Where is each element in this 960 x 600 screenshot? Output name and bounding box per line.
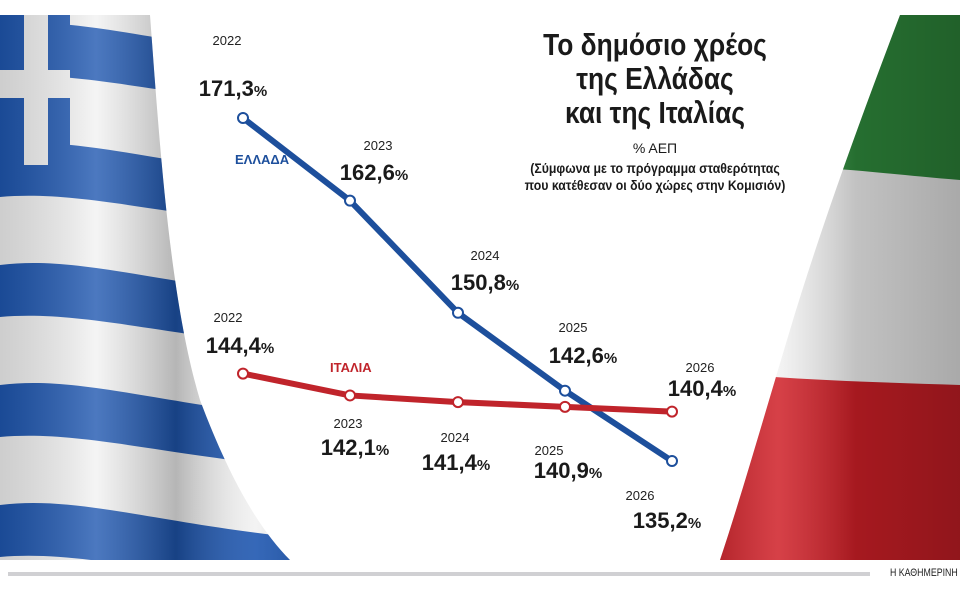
value-label: 140,4%	[668, 376, 736, 401]
series-label: ΕΛΛΑΔΑ	[235, 152, 290, 167]
title-line: Το δημόσιο χρέος	[543, 27, 767, 62]
year-label: 2024	[441, 430, 470, 445]
value-label: 141,4%	[422, 450, 490, 475]
value-label: 142,1%	[321, 435, 389, 460]
value-label: 142,6%	[549, 343, 617, 368]
year-label: 2022	[214, 310, 243, 325]
year-label: 2023	[364, 138, 393, 153]
year-label: 2026	[626, 488, 655, 503]
data-point	[452, 396, 464, 409]
value-label: 162,6%	[340, 160, 408, 185]
credit: Η ΚΑΘΗΜΕΡΙΝΗ	[890, 567, 958, 579]
title-line: της Ελλάδας	[576, 61, 734, 96]
series-label: ΙΤΑΛΙΑ	[330, 360, 372, 375]
data-point	[452, 306, 464, 319]
title-line: και της Ιταλίας	[565, 95, 745, 130]
data-point	[666, 455, 678, 467]
chart-title: Το δημόσιο χρέος της Ελλάδας και της Ιτα…	[528, 28, 783, 130]
value-label: 144,4%	[206, 333, 274, 358]
data-point	[237, 367, 249, 380]
source-note: (Σύμφωνα με το πρόγραμμα σταθερότητας πο…	[523, 160, 787, 194]
value-label: 171,3%	[199, 76, 267, 101]
value-label: 135,2%	[633, 508, 701, 533]
data-point	[344, 389, 356, 402]
data-point	[344, 194, 356, 207]
year-label: 2023	[334, 416, 363, 431]
data-point	[237, 112, 249, 124]
footer-rule	[8, 572, 870, 576]
note-line: που κατέθεσαν οι δύο χώρες στην Κομισιόν…	[524, 177, 786, 193]
year-label: 2025	[535, 443, 564, 458]
year-label: 2024	[471, 248, 500, 263]
data-point	[666, 405, 678, 418]
data-point	[559, 400, 571, 413]
data-point	[559, 384, 571, 397]
year-label: 2025	[559, 320, 588, 335]
value-label: 150,8%	[451, 270, 519, 295]
unit-label: % ΑΕΠ	[632, 140, 678, 156]
value-label: 140,9%	[534, 458, 602, 483]
note-line: (Σύμφωνα με το πρόγραμμα σταθερότητας	[530, 160, 780, 176]
year-label: 2022	[213, 33, 242, 48]
year-label: 2026	[686, 360, 715, 375]
